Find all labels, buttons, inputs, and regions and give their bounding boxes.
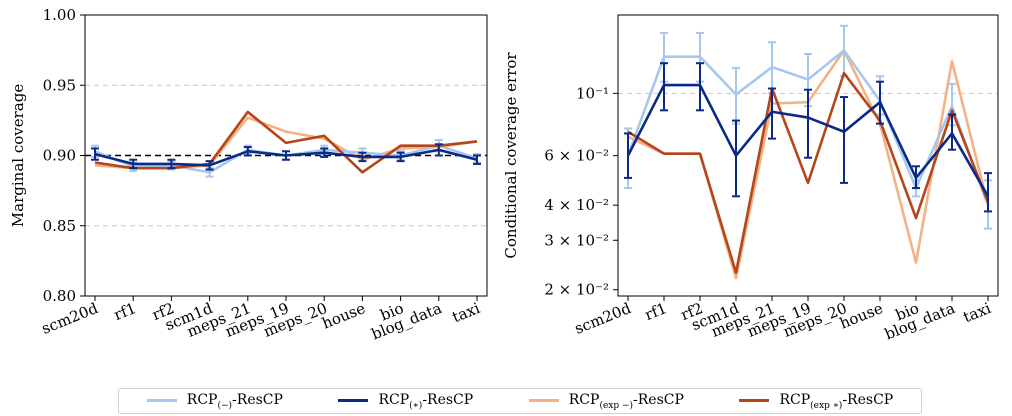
- left-ytick-label: 0.80: [43, 287, 76, 305]
- legend-item-rcp-star: RCP(∗)-ResCP: [338, 391, 474, 411]
- right-ytick-label: 6 × 10⁻²: [544, 147, 609, 165]
- left-ytick-label: 0.95: [43, 76, 76, 94]
- left-ylabel: Marginal coverage: [9, 84, 27, 228]
- right-ytick-label: 4 × 10⁻²: [544, 196, 609, 214]
- legend-swatch: [146, 399, 177, 403]
- legend-swatch: [739, 399, 770, 403]
- left-xtick-label: rf1: [111, 299, 138, 324]
- left-ytick-label: 0.90: [43, 147, 76, 165]
- legend-label: RCP(−)-ResCP: [186, 391, 283, 411]
- right-xtick-label: blog_data: [882, 299, 957, 343]
- legend-item-rcp-exp-minus: RCP(exp −)-ResCP: [528, 391, 684, 411]
- legend: RCP(−)-ResCP RCP(∗)-ResCP RCP(exp −)-Res…: [118, 388, 922, 414]
- left-xtick-label: house: [319, 299, 368, 333]
- right-xtick-label: scm20d: [572, 299, 634, 338]
- right-ytick-label: 2 × 10⁻²: [544, 281, 609, 299]
- legend-swatch: [338, 399, 369, 403]
- right-series-line: [627, 71, 990, 274]
- right-ytick-label: 3 × 10⁻²: [544, 231, 609, 249]
- left-xtick-label: blog_data: [369, 299, 444, 343]
- right-xtick-label: taxi: [961, 299, 994, 326]
- left-series-line: [94, 110, 478, 174]
- legend-label: RCP(∗)-ResCP: [378, 391, 474, 411]
- legend-item-rcp-minus: RCP(−)-ResCP: [146, 391, 283, 411]
- right-ylabel: Conditional coverage error: [502, 52, 520, 259]
- left-xtick-label: taxi: [450, 299, 483, 326]
- right-xtick-label: rf1: [642, 299, 669, 324]
- legend-label: RCP(exp ∗)-ResCP: [779, 391, 894, 411]
- chart-canvas: 0.80 0.85 0.90 0.95 1.00 Marginal coverage scm…: [9, 6, 999, 343]
- legend-swatch: [528, 399, 559, 403]
- left-ytick-label: 1.00: [43, 6, 76, 24]
- legend-item-rcp-exp-star: RCP(exp ∗)-ResCP: [739, 391, 894, 411]
- left-ytick-label: 0.85: [43, 217, 76, 235]
- right-ytick-label: 10⁻¹: [576, 84, 609, 102]
- legend-label: RCP(exp −)-ResCP: [568, 391, 684, 411]
